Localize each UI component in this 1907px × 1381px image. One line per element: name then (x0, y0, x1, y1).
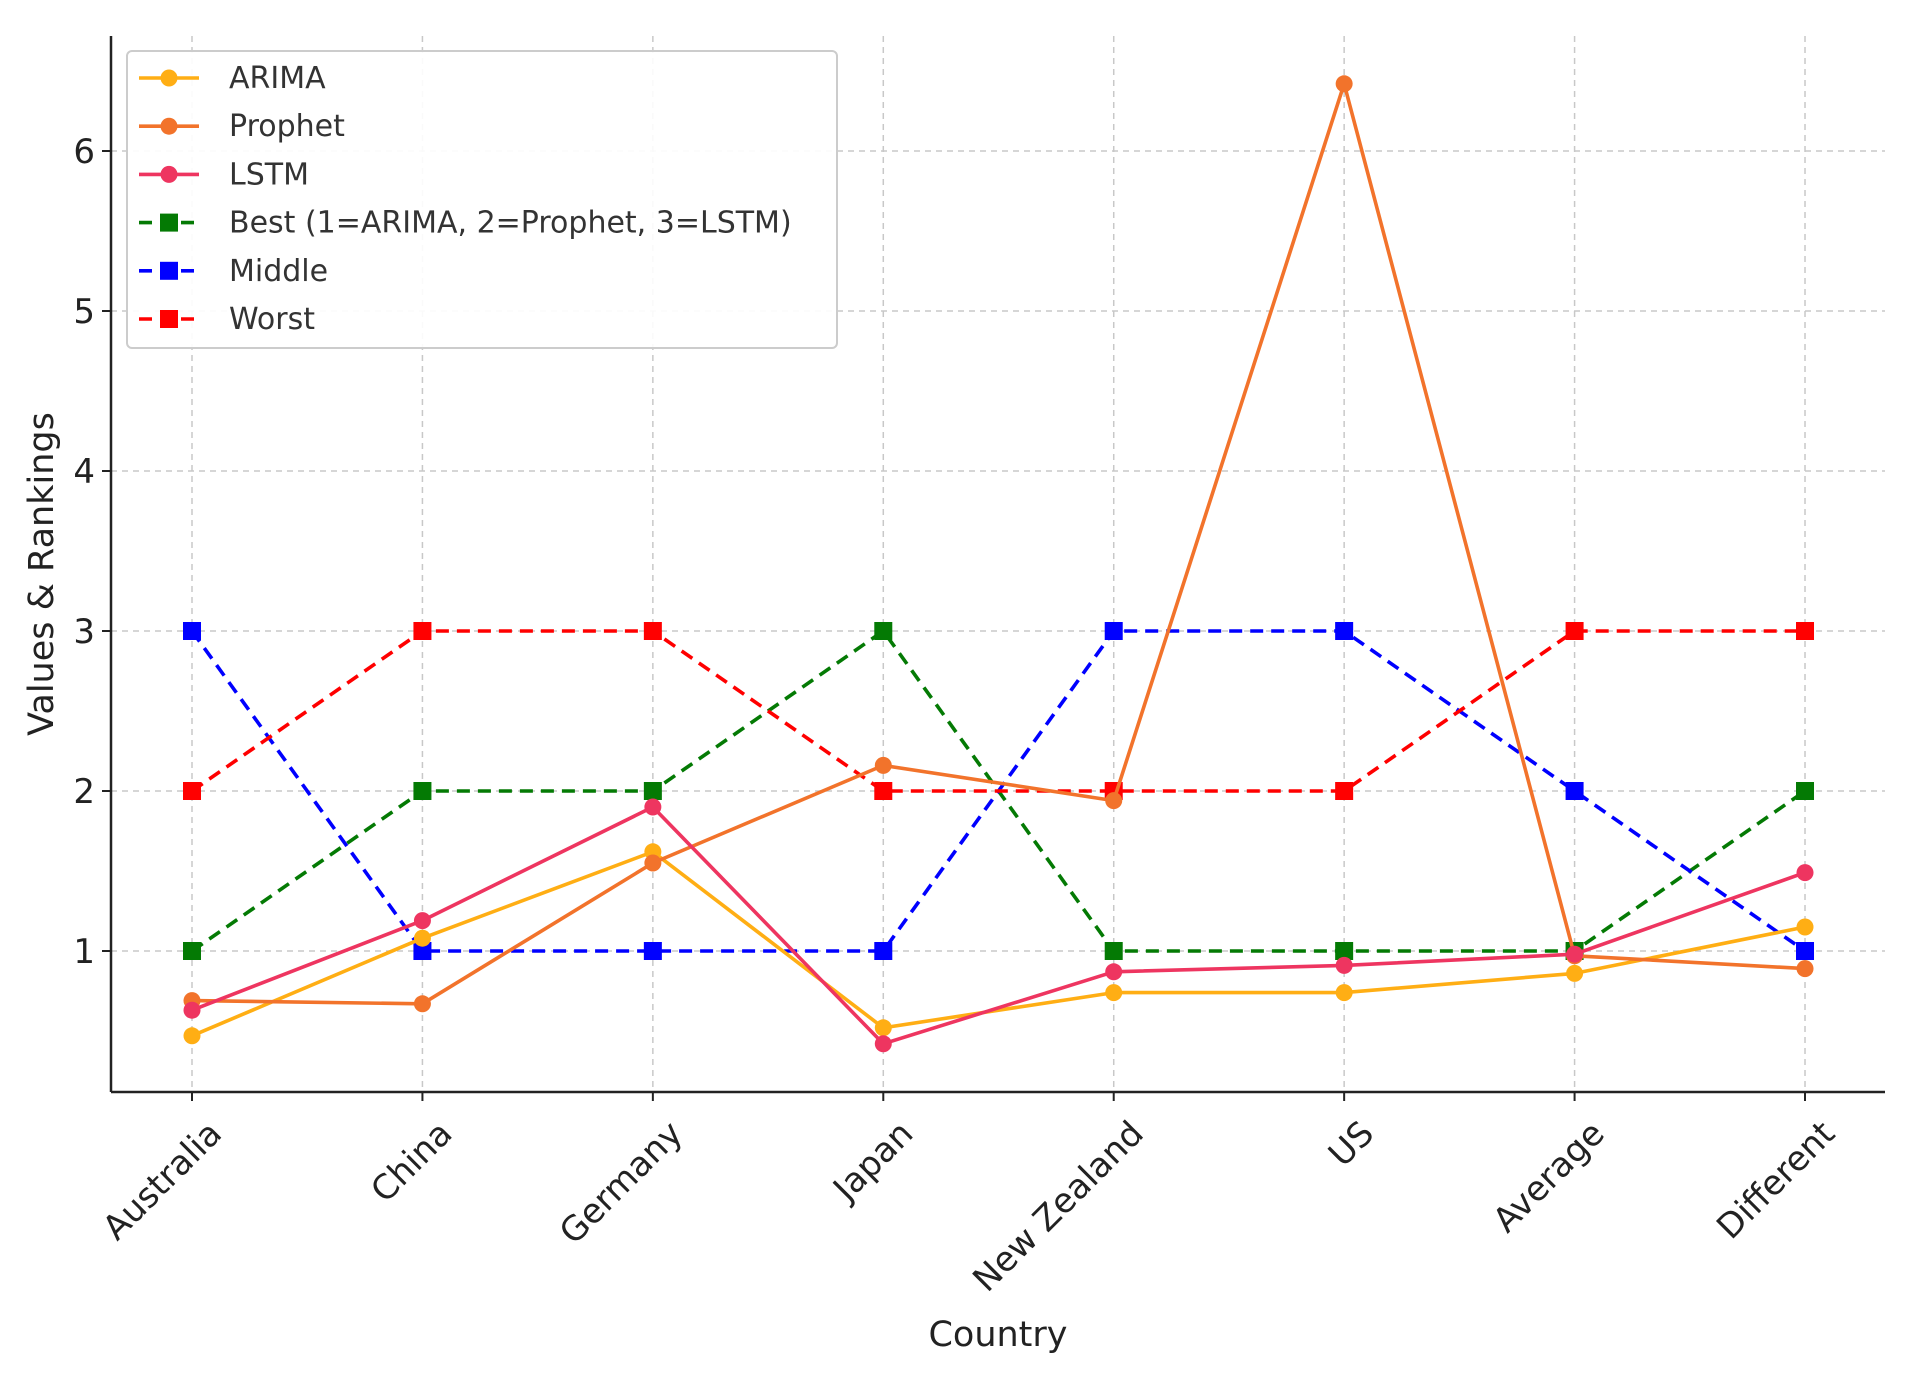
x-tick-label-different: Different (1709, 1114, 1843, 1248)
point-middle-australia (183, 622, 201, 640)
point-prophet-us (1335, 75, 1353, 93)
legend-label-worst: Worst (229, 302, 315, 337)
legend-label-best: Best (1=ARIMA, 2=Prophet, 3=LSTM) (229, 206, 792, 241)
point-lstm-us (1335, 956, 1353, 974)
point-best-china (413, 782, 432, 800)
point-lstm-australia (183, 1001, 201, 1019)
legend-marker-worst (160, 310, 178, 328)
point-lstm-japan (874, 1035, 892, 1053)
point-lstm-china (413, 912, 431, 930)
point-prophet-different (1796, 960, 1814, 978)
point-worst-china (413, 622, 432, 640)
series-group (183, 75, 1815, 1053)
point-prophet-new-zealand (1105, 792, 1123, 810)
point-arima-new-zealand (1105, 984, 1123, 1002)
series-lstm (183, 798, 1814, 1053)
point-best-us (1335, 942, 1354, 960)
point-best-germany (643, 782, 662, 800)
x-tick-label-australia: Australia (95, 1114, 230, 1249)
point-middle-germany (643, 942, 662, 960)
point-arima-japan (874, 1019, 892, 1037)
x-tick-label-average: Average (1485, 1114, 1612, 1241)
x-tick-label-new-zealand: New Zealand (965, 1114, 1151, 1300)
point-middle-new-zealand (1104, 622, 1123, 640)
legend-label-middle: Middle (229, 254, 328, 289)
series-line-arima (191, 849, 1806, 1038)
y-tick-label-3: 3 (73, 612, 95, 652)
point-prophet-japan (874, 756, 892, 774)
point-worst-japan (874, 782, 893, 800)
legend-entry-worst: Worst (139, 302, 315, 337)
point-arima-us (1335, 984, 1353, 1002)
point-worst-us (1335, 782, 1354, 800)
point-best-new-zealand (1104, 942, 1123, 960)
point-prophet-china (413, 995, 431, 1013)
point-worst-australia (183, 782, 201, 800)
point-worst-average (1565, 622, 1584, 640)
point-lstm-germany (644, 798, 662, 816)
y-tick-label-2: 2 (73, 772, 95, 812)
legend-label-arima: ARIMA (229, 61, 326, 96)
point-arima-australia (183, 1027, 201, 1045)
y-tick-label-5: 5 (73, 292, 95, 332)
x-tick-label-japan: Japan (824, 1114, 921, 1211)
y-tick-label-6: 6 (73, 132, 95, 172)
series-line-worst (190, 629, 1806, 793)
point-middle-average (1565, 782, 1584, 800)
point-arima-average (1566, 964, 1584, 982)
point-lstm-different (1796, 864, 1814, 882)
legend-marker-middle (160, 261, 178, 280)
series-arima (183, 843, 1814, 1045)
y-tick-label-1: 1 (73, 932, 95, 972)
series-worst (183, 622, 1815, 800)
point-arima-different (1796, 918, 1814, 936)
point-prophet-germany (644, 854, 662, 872)
x-tick-label-china: China (363, 1114, 460, 1211)
x-tick-label-us: US (1321, 1114, 1382, 1175)
legend-box (126, 50, 838, 349)
x-tick-label-germany: Germany (552, 1114, 691, 1253)
legend: ARIMA Prophet LSTM Best (1=ARIMA, 2=Prophet… (126, 50, 838, 349)
point-lstm-average (1566, 945, 1584, 963)
point-middle-us (1335, 622, 1354, 640)
legend-marker-lstm (160, 165, 178, 183)
point-arima-china (413, 929, 431, 947)
legend-entry-best: Best (1=ARIMA, 2=Prophet, 3=LSTM) (139, 206, 792, 241)
series-line-lstm (191, 805, 1806, 1046)
legend-entry-prophet: Prophet (139, 109, 345, 144)
legend-marker-prophet (160, 117, 178, 135)
legend-entry-lstm: LSTM (139, 157, 309, 192)
point-worst-different (1796, 622, 1815, 640)
point-best-japan (874, 622, 893, 640)
point-worst-germany (643, 622, 662, 640)
point-middle-china (413, 942, 432, 960)
series-line-prophet (191, 82, 1806, 1006)
y-axis-title: Values & Rankings (22, 412, 62, 736)
point-middle-different (1796, 942, 1815, 960)
point-lstm-new-zealand (1105, 963, 1123, 981)
legend-entry-arima: ARIMA (139, 61, 326, 96)
legend-label-prophet: Prophet (229, 109, 345, 144)
legend-label-lstm: LSTM (229, 157, 309, 192)
point-best-australia (183, 942, 201, 960)
point-middle-japan (874, 942, 893, 960)
legend-entry-middle: Middle (139, 254, 328, 289)
axes: Country Values & Rankings (22, 36, 1885, 1355)
y-tick-label-4: 4 (73, 452, 95, 492)
legend-marker-arima (160, 69, 178, 87)
legend-marker-best (160, 213, 178, 232)
point-best-different (1796, 782, 1815, 800)
x-axis-title: Country (928, 1315, 1067, 1355)
